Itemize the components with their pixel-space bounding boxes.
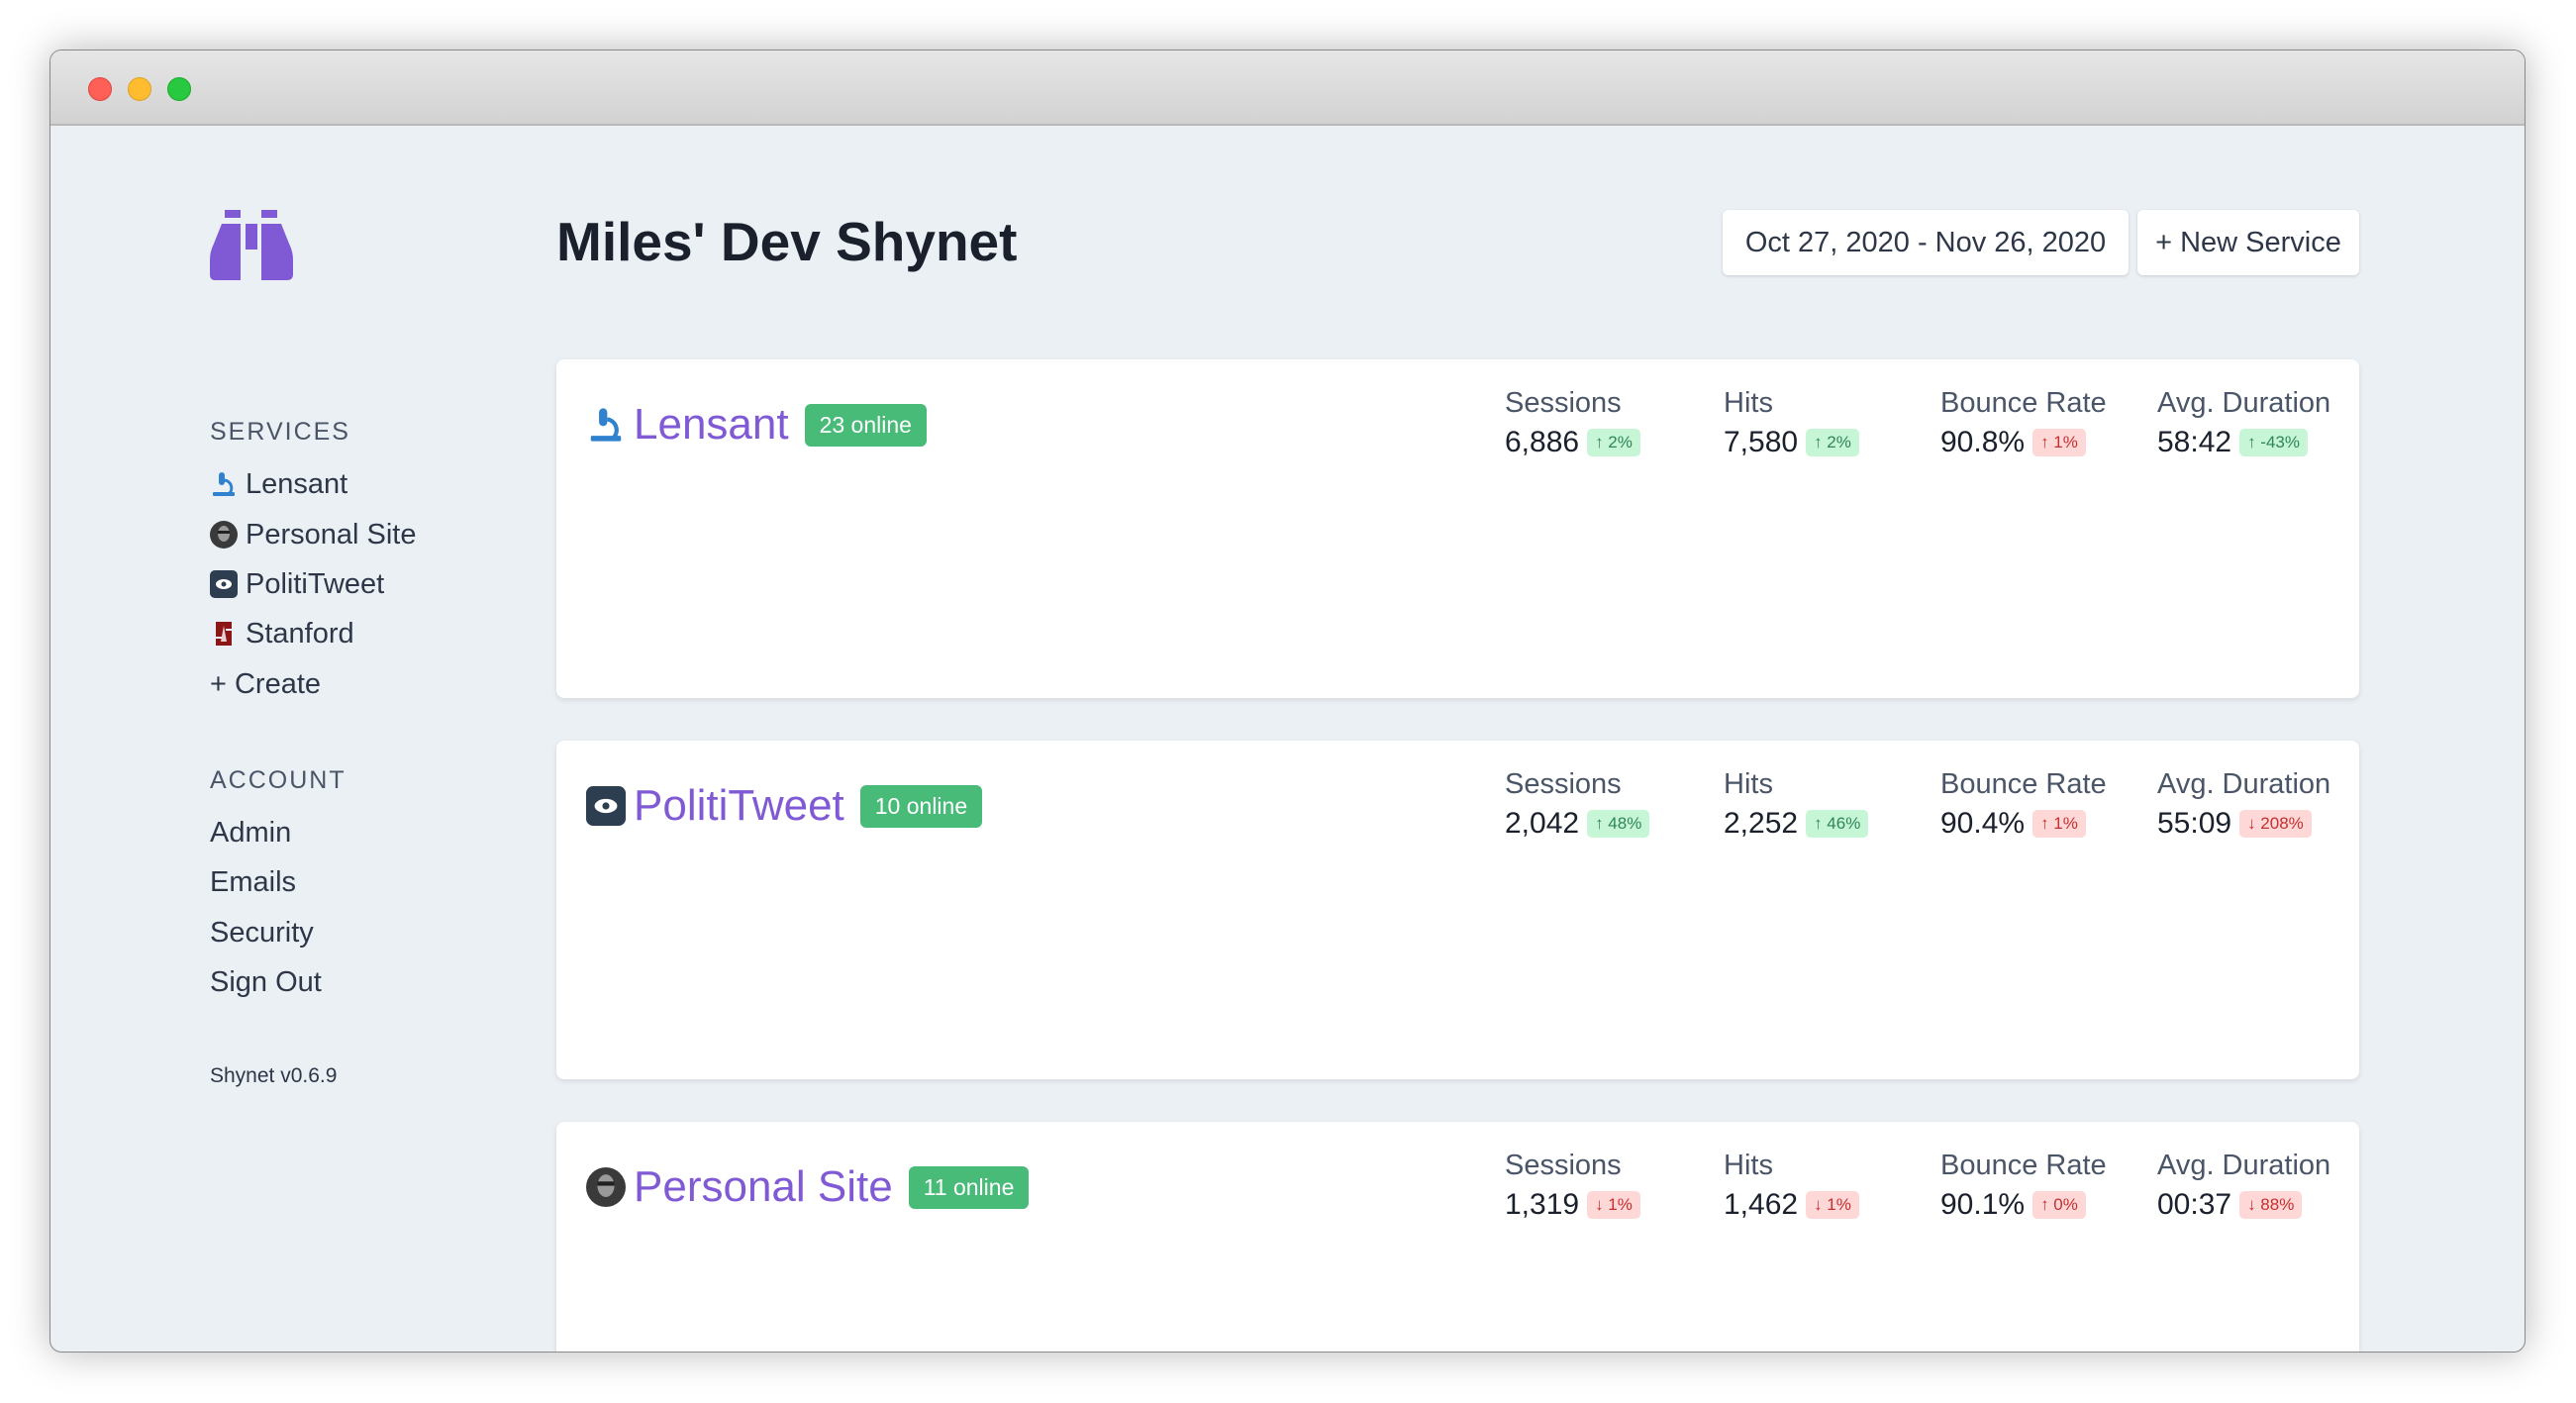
eye-icon (586, 786, 626, 826)
stat-sessions: Sessions 1,319 ↓ 1% (1505, 1150, 1640, 1222)
stat-value: 55:09 (2157, 807, 2232, 840)
stat-bounce-rate: Bounce Rate 90.1% ↑ 0% (1940, 1150, 2107, 1222)
service-header: Lensant 23 online (586, 399, 927, 451)
version-label: Shynet v0.6.9 (210, 1064, 338, 1087)
online-badge: 11 online (908, 1165, 1030, 1209)
stat-hits: Hits 7,580 ↑ 2% (1724, 387, 1859, 459)
service-header: PolitiTweet 10 online (586, 780, 983, 832)
app-window: SERVICES Lensant Personal Site PolitiTwe… (50, 50, 2526, 1353)
new-service-button[interactable]: + New Service (2137, 210, 2359, 275)
service-card[interactable]: Personal Site 11 online Sessions 1,319 ↓… (556, 1122, 2359, 1353)
sidebar-item-personal-site[interactable]: Personal Site (210, 515, 417, 554)
stat-delta-badge: ↓ 1% (1587, 1191, 1640, 1219)
title-bar (50, 50, 2525, 126)
traffic-chart[interactable] (556, 905, 2359, 1079)
services-heading: SERVICES (210, 418, 350, 446)
stat-delta-badge: ↑ -43% (2239, 429, 2308, 456)
service-name-link[interactable]: Personal Site (634, 1162, 893, 1211)
stat-hits: Hits 2,252 ↑ 46% (1724, 768, 1869, 841)
traffic-chart[interactable] (556, 1286, 2359, 1353)
stat-value: 2,252 (1724, 807, 1799, 840)
stat-label: Hits (1724, 1150, 1773, 1181)
sidebar-item-label: Lensant (246, 467, 348, 500)
stat-value: 90.4% (1940, 807, 2026, 840)
stat-avg-duration: Avg. Duration 00:37 ↓ 88% (2157, 1150, 2330, 1222)
stanford-logo-icon (210, 620, 238, 648)
account-heading: ACCOUNT (210, 766, 347, 794)
stat-delta-badge: ↑ 2% (1587, 429, 1640, 456)
service-card[interactable]: PolitiTweet 10 online Sessions 2,042 ↑ 4… (556, 741, 2359, 1079)
microscope-icon (210, 470, 238, 498)
service-card[interactable]: Lensant 23 online Sessions 6,886 ↑ 2% Hi… (556, 359, 2359, 698)
stat-value: 90.8% (1940, 426, 2026, 458)
main-content: SERVICES Lensant Personal Site PolitiTwe… (50, 126, 2525, 1352)
stat-value: 00:37 (2157, 1188, 2232, 1221)
sidebar-item-label: Personal Site (246, 518, 417, 551)
stat-bounce-rate: Bounce Rate 90.8% ↑ 1% (1940, 387, 2107, 459)
online-badge: 23 online (804, 403, 927, 447)
date-range-button[interactable]: Oct 27, 2020 - Nov 26, 2020 (1723, 210, 2129, 275)
stat-value: 90.1% (1940, 1188, 2026, 1221)
minimize-button[interactable] (128, 77, 151, 101)
create-service-link[interactable]: + Create (210, 667, 322, 700)
stat-hits: Hits 1,462 ↓ 1% (1724, 1150, 1859, 1222)
traffic-chart[interactable] (556, 524, 2359, 698)
eye-icon (210, 570, 238, 598)
service-name-link[interactable]: Lensant (634, 400, 789, 449)
stat-label: Bounce Rate (1940, 1150, 2107, 1181)
stat-delta-badge: ↑ 46% (1806, 810, 1869, 838)
stat-delta-badge: ↓ 208% (2239, 810, 2312, 838)
sidebar-item-emails[interactable]: Emails (210, 865, 297, 898)
stat-avg-duration: Avg. Duration 55:09 ↓ 208% (2157, 768, 2330, 841)
stat-delta-badge: ↓ 88% (2239, 1191, 2303, 1219)
sidebar-item-polititweet[interactable]: PolitiTweet (210, 564, 384, 604)
binoculars-logo-icon[interactable] (210, 210, 293, 280)
stat-label: Avg. Duration (2157, 387, 2331, 419)
sidebar-item-lensant[interactable]: Lensant (210, 464, 347, 504)
stat-label: Avg. Duration (2157, 768, 2331, 800)
avatar-photo-icon (210, 521, 238, 549)
stat-label: Bounce Rate (1940, 768, 2107, 800)
online-badge: 10 online (859, 784, 983, 828)
stat-sessions: Sessions 6,886 ↑ 2% (1505, 387, 1640, 459)
stat-avg-duration: Avg. Duration 58:42 ↑ -43% (2157, 387, 2330, 459)
stat-value: 7,580 (1724, 426, 1799, 458)
stat-label: Sessions (1505, 387, 1622, 419)
stat-delta-badge: ↑ 1% (2032, 810, 2086, 838)
sidebar-item-stanford[interactable]: Stanford (210, 614, 354, 653)
page-title: Miles' Dev Shynet (556, 211, 1018, 272)
stat-label: Hits (1724, 387, 1773, 419)
stat-label: Bounce Rate (1940, 387, 2107, 419)
service-name-link[interactable]: PolitiTweet (634, 781, 844, 830)
microscope-icon (586, 405, 626, 445)
stat-delta-badge: ↓ 1% (1806, 1191, 1859, 1219)
stat-value: 6,886 (1505, 426, 1580, 458)
stat-delta-badge: ↑ 48% (1587, 810, 1650, 838)
service-header: Personal Site 11 online (586, 1161, 1030, 1213)
stat-label: Hits (1724, 768, 1773, 800)
stat-value: 1,319 (1505, 1188, 1580, 1221)
sidebar-item-admin[interactable]: Admin (210, 816, 292, 849)
stat-delta-badge: ↑ 1% (2032, 429, 2086, 456)
avatar-photo (586, 1167, 626, 1207)
sidebar-item-label: Stanford (246, 617, 354, 650)
stat-value: 2,042 (1505, 807, 1580, 840)
stat-label: Sessions (1505, 768, 1622, 800)
stat-delta-badge: ↑ 0% (2032, 1191, 2086, 1219)
sidebar-item-label: PolitiTweet (246, 567, 385, 600)
stat-label: Avg. Duration (2157, 1150, 2331, 1181)
sidebar-item-sign-out[interactable]: Sign Out (210, 965, 322, 998)
stat-bounce-rate: Bounce Rate 90.4% ↑ 1% (1940, 768, 2107, 841)
close-button[interactable] (88, 77, 112, 101)
stat-value: 58:42 (2157, 426, 2232, 458)
stat-label: Sessions (1505, 1150, 1622, 1181)
stat-delta-badge: ↑ 2% (1806, 429, 1859, 456)
stat-sessions: Sessions 2,042 ↑ 48% (1505, 768, 1650, 841)
sidebar-item-security[interactable]: Security (210, 916, 314, 949)
zoom-button[interactable] (167, 77, 191, 101)
stat-value: 1,462 (1724, 1188, 1799, 1221)
